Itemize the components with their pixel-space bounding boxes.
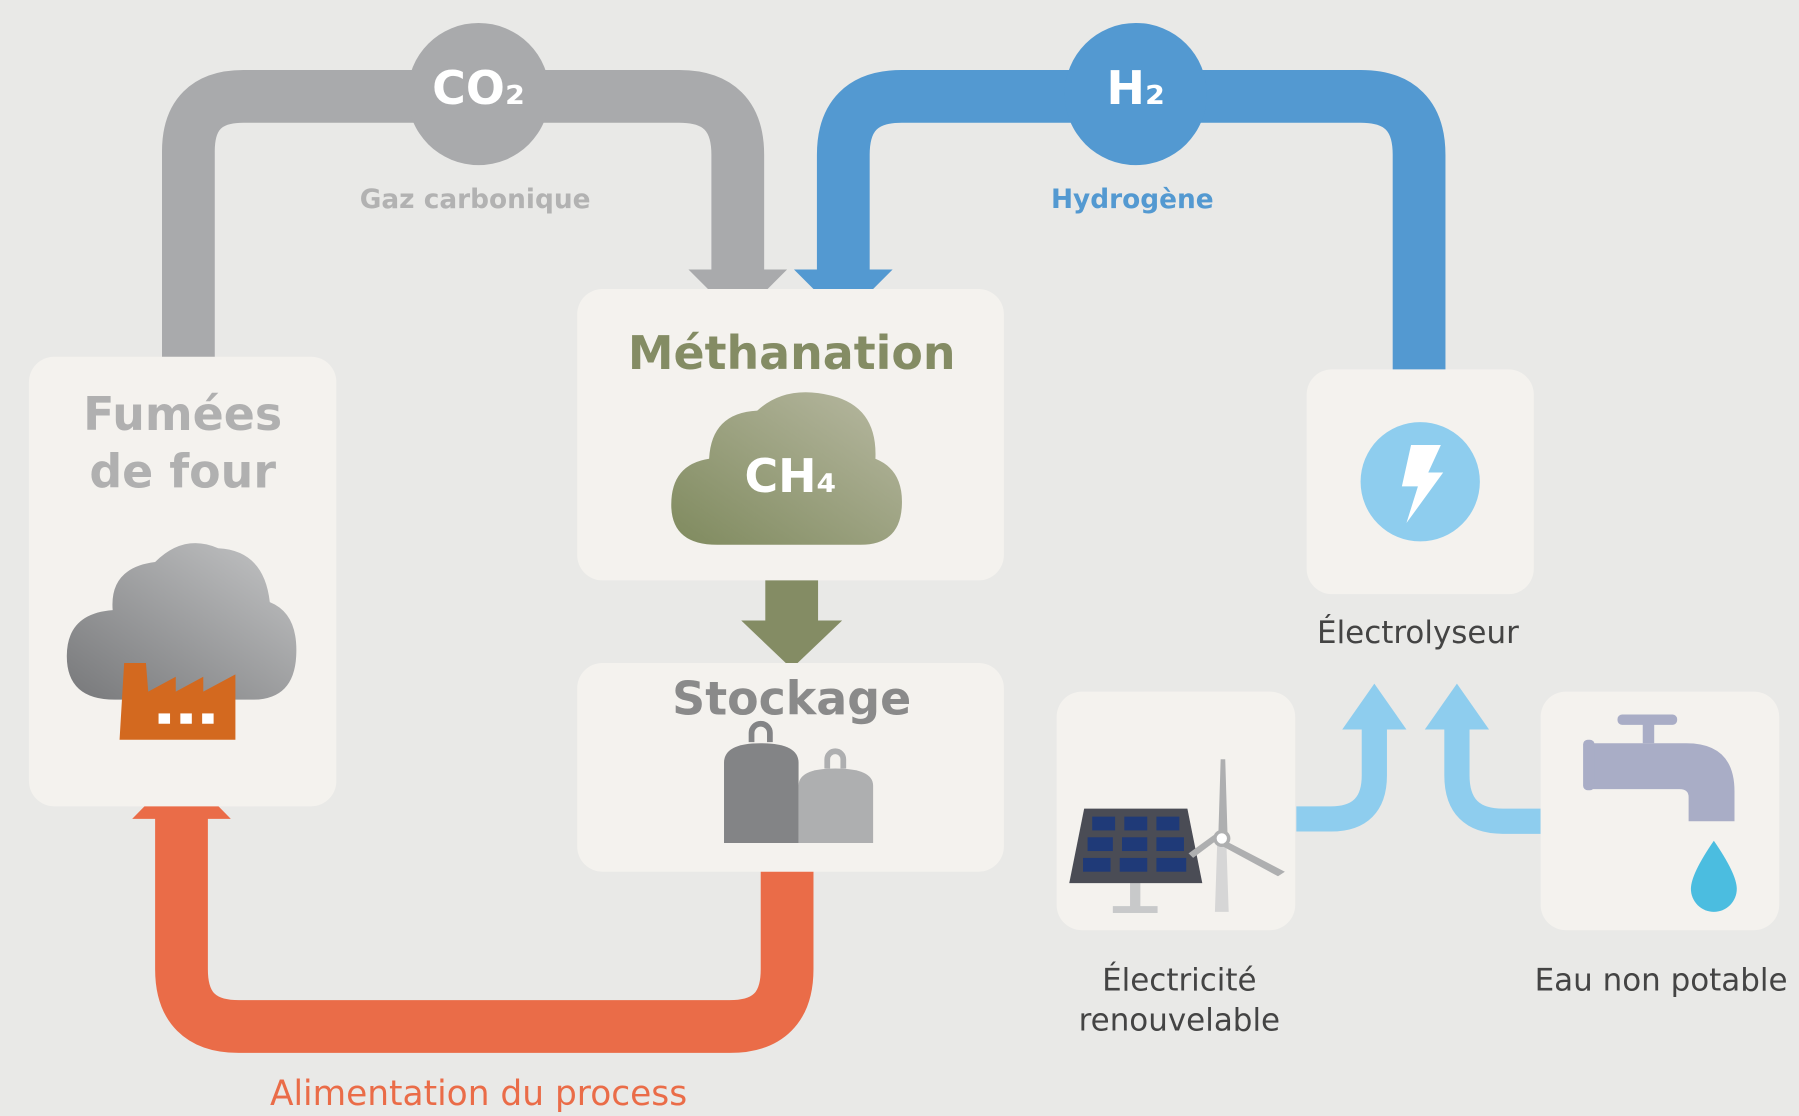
methane-symbol: CH₄ (744, 449, 836, 503)
water-label: Eau non potable (1535, 962, 1788, 998)
water-box (1541, 692, 1780, 931)
diagram: CO₂ Gaz carbonique H₂ Hydrogène Fumées d… (0, 0, 1799, 1116)
co2-symbol: CO₂ (432, 61, 525, 115)
storage-connector (765, 580, 818, 626)
electricity-label: Électricité (1102, 962, 1256, 998)
methanation-title: Méthanation (628, 326, 956, 380)
co2-label: Gaz carbonique (360, 185, 591, 215)
process-label: Alimentation du process (270, 1074, 687, 1114)
electrolyser-label: Électrolyseur (1317, 615, 1519, 651)
h2-symbol: H₂ (1107, 61, 1165, 115)
electricity-label: renouvelable (1079, 1002, 1280, 1038)
furnace-title: Fumées (83, 387, 282, 441)
furnace-title: de four (89, 444, 276, 498)
page: CO₂ Gaz carbonique H₂ Hydrogène Fumées d… (0, 0, 1799, 1116)
h2-label: Hydrogène (1051, 185, 1214, 215)
storage-title: Stockage (672, 671, 911, 725)
